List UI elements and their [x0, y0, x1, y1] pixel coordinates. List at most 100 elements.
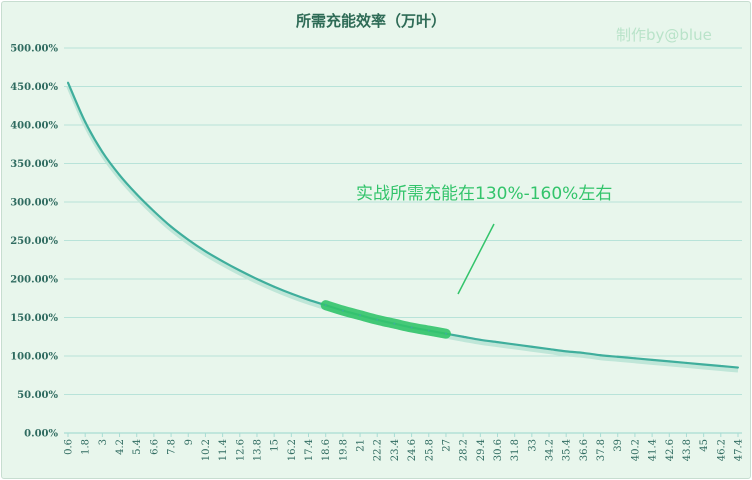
data-point — [496, 341, 499, 344]
data-point — [187, 238, 190, 241]
x-tick-label: 22.2 — [373, 439, 384, 461]
x-tick-label: 29.4 — [476, 439, 487, 461]
data-point — [616, 355, 619, 358]
x-tick-label: 17.4 — [304, 439, 315, 461]
data-point — [290, 292, 293, 295]
data-point — [668, 360, 671, 363]
x-tick-label: 5.4 — [132, 439, 143, 455]
data-point — [341, 309, 344, 312]
x-tick-label: 0.6 — [64, 439, 75, 455]
x-tick-label: 19.8 — [338, 439, 349, 461]
data-point — [737, 366, 739, 369]
data-point — [170, 225, 173, 228]
y-tick-label: 250.00% — [10, 236, 58, 247]
x-tick-label: 15 — [270, 439, 281, 452]
y-tick-label: 400.00% — [10, 121, 58, 132]
x-tick-label: 37.8 — [596, 439, 607, 461]
watermark: 制作by@blue — [616, 26, 712, 44]
x-tick-label: 23.4 — [390, 439, 401, 461]
data-point — [633, 357, 636, 360]
data-point — [651, 358, 654, 361]
data-point — [255, 278, 258, 280]
y-tick-label: 200.00% — [10, 275, 58, 286]
x-tick-label: 11.4 — [218, 439, 229, 461]
x-tick-label: 35.4 — [562, 439, 573, 461]
x-tick-label: 27 — [441, 439, 452, 452]
x-tick-label: 33 — [527, 439, 538, 452]
data-point — [565, 350, 568, 353]
y-tick-label: 300.00% — [10, 198, 58, 209]
y-tick-label: 50.00% — [17, 390, 58, 401]
x-tick-label: 47.4 — [734, 439, 745, 461]
series — [66, 81, 739, 373]
data-point — [702, 363, 705, 366]
data-point — [324, 304, 327, 307]
data-point — [685, 361, 688, 364]
data-point — [67, 81, 69, 84]
x-tick-label: 46.2 — [716, 439, 727, 461]
x-tick-label: 10.2 — [201, 439, 212, 461]
y-tick-label: 150.00% — [10, 313, 58, 324]
y-axis-ticks: 0.00% 50.00% 100.00% 150.00% 200.00% 250.00% 3… — [10, 44, 58, 440]
x-tick-label: 31.8 — [510, 439, 521, 461]
data-point — [221, 260, 224, 263]
x-tick-label: 28.2 — [459, 439, 470, 461]
data-point — [152, 210, 155, 213]
grid-lines — [64, 47, 742, 434]
data-point — [204, 250, 207, 253]
y-tick-label: 100.00% — [10, 352, 58, 363]
data-point — [479, 338, 482, 341]
y-tick-label: 350.00% — [10, 159, 58, 170]
data-point — [513, 343, 516, 346]
x-tick-label: 36.6 — [579, 439, 590, 461]
highlight-range — [320, 300, 451, 339]
x-tick-label: 39 — [613, 439, 624, 452]
x-tick-label: 18.6 — [321, 439, 332, 461]
x-tick-label: 1.8 — [81, 439, 92, 455]
data-point — [238, 269, 241, 272]
y-tick-label: 0.00% — [24, 429, 58, 440]
x-tick-label: 42.6 — [665, 439, 676, 461]
x-tick-label: 13.8 — [252, 439, 263, 461]
data-point — [582, 351, 585, 354]
data-point — [548, 348, 551, 351]
x-tick-label: 25.8 — [424, 439, 435, 461]
data-point — [84, 120, 87, 123]
y-tick-label: 500.00% — [10, 44, 58, 55]
data-point — [444, 332, 447, 335]
x-tick-label: 41.4 — [648, 439, 659, 461]
data-point — [359, 314, 362, 317]
data-point — [719, 365, 722, 368]
x-tick-label: 45 — [699, 439, 710, 452]
chart-title: 所需充能效率（万叶） — [296, 12, 446, 30]
x-tick-label: 3 — [98, 439, 109, 445]
data-point — [410, 326, 413, 329]
x-tick-label: 34.2 — [545, 439, 556, 461]
x-tick-label: 16.2 — [287, 439, 298, 461]
annotation-pointer — [457, 223, 495, 295]
y-tick-label: 450.00% — [10, 82, 58, 93]
x-tick-label: 4.2 — [115, 439, 126, 455]
data-point — [307, 298, 310, 301]
data-point — [376, 318, 379, 321]
x-tick-label: 9 — [184, 439, 195, 445]
data-point — [599, 354, 602, 357]
x-tick-label: 40.2 — [630, 439, 641, 461]
data-point — [530, 345, 533, 348]
data-point — [273, 285, 276, 288]
x-tick-label: 30.6 — [493, 439, 504, 461]
x-tick-label: 7.8 — [167, 439, 178, 455]
x-tick-label: 12.6 — [235, 439, 246, 461]
data-point — [427, 329, 430, 332]
data-point — [118, 174, 121, 177]
x-tick-label: 43.8 — [682, 439, 693, 461]
data-point — [101, 150, 104, 153]
data-point — [393, 322, 396, 325]
x-tick-label: 21 — [356, 439, 367, 452]
x-tick-label: 6.6 — [149, 439, 160, 455]
x-tick-label: 24.6 — [407, 439, 418, 461]
x-axis-ticks: 0.6 1.8 3 4.2 5.4 6.6 7.8 9 10.2 11.4 12.6 13.8 15 16… — [64, 433, 745, 461]
data-point — [135, 193, 138, 196]
